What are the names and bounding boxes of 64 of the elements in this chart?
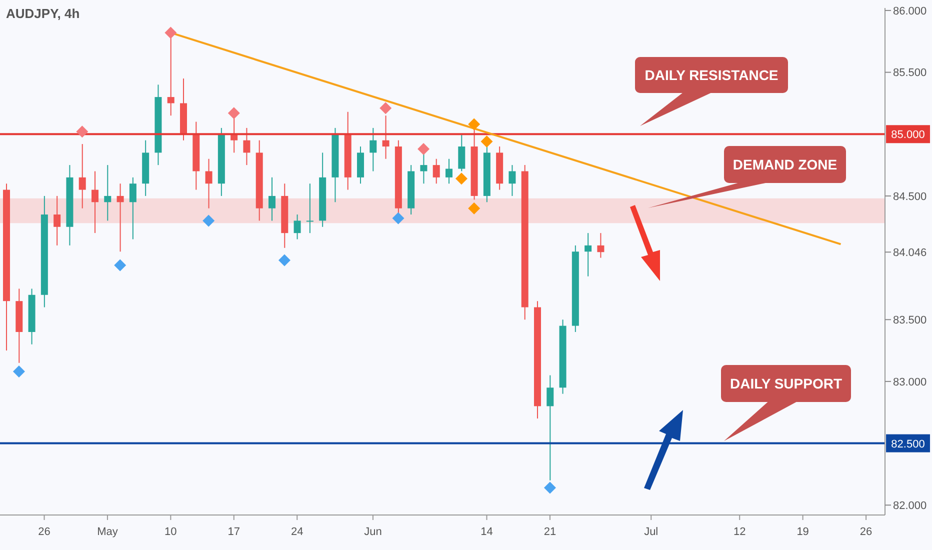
point bbox=[544, 482, 556, 494]
y-tick-label: 86.000 bbox=[893, 5, 927, 18]
point bbox=[202, 214, 215, 227]
candlestick bbox=[54, 195, 61, 246]
point bbox=[468, 202, 480, 214]
annotation: DAILY RESISTANCE bbox=[644, 67, 778, 83]
y-tick-label: 84.500 bbox=[893, 190, 927, 203]
candlestick bbox=[420, 152, 428, 184]
candlestick bbox=[205, 158, 212, 209]
x-tick-label: 24 bbox=[290, 526, 304, 538]
point bbox=[164, 26, 177, 39]
point bbox=[418, 142, 430, 155]
ref-line-label: 82.500 bbox=[891, 438, 925, 450]
point bbox=[392, 212, 404, 224]
annotation: DEMAND ZONE bbox=[732, 156, 838, 172]
x-tick-label: 26 bbox=[38, 526, 50, 538]
point bbox=[76, 126, 88, 138]
candlestick bbox=[546, 374, 554, 481]
x-tick-label: 12 bbox=[733, 526, 746, 538]
candlestick bbox=[508, 164, 516, 196]
candlestick bbox=[584, 232, 592, 277]
point bbox=[278, 254, 290, 266]
candlestick bbox=[370, 127, 377, 172]
candlestick bbox=[78, 144, 86, 209]
candlestick bbox=[129, 176, 136, 240]
annotation: DAILY SUPPORT bbox=[730, 376, 842, 392]
x-tick-label: 14 bbox=[480, 526, 493, 538]
chart-title: AUDJPY, 4h bbox=[6, 6, 80, 21]
point bbox=[114, 259, 126, 272]
x-tick-label: 21 bbox=[544, 526, 556, 538]
candlestick bbox=[243, 127, 250, 166]
ref-line-label: 85.000 bbox=[891, 129, 925, 142]
y-tick-label: 82.000 bbox=[893, 500, 927, 512]
point bbox=[380, 102, 392, 114]
x-tick-label: 17 bbox=[228, 526, 240, 538]
x-tick-label: 19 bbox=[796, 526, 809, 538]
candlestick bbox=[294, 214, 301, 240]
candlestick bbox=[306, 183, 314, 234]
candlestick bbox=[116, 183, 124, 252]
y-tick-label: 83.000 bbox=[893, 376, 927, 388]
point bbox=[228, 107, 240, 120]
callout-box: DEMAND ZONE bbox=[648, 146, 846, 208]
x-tick-label: Jul bbox=[644, 526, 658, 538]
point bbox=[468, 118, 480, 130]
candlestick bbox=[92, 170, 98, 234]
candlestick bbox=[382, 115, 390, 160]
candlestick bbox=[458, 134, 466, 172]
y-tick-label: 84.046 bbox=[893, 247, 927, 260]
candlestick bbox=[432, 158, 440, 184]
y-tick-label: 83.500 bbox=[893, 314, 927, 327]
y-tick-label: 85.500 bbox=[893, 67, 927, 80]
candlestick bbox=[167, 37, 174, 116]
candlestick bbox=[597, 232, 604, 258]
candlestick bbox=[268, 176, 276, 222]
x-tick-label: May bbox=[97, 526, 118, 538]
x-tick-label: Jun bbox=[364, 526, 382, 538]
x-tick-label: 26 bbox=[860, 526, 872, 538]
candlestick bbox=[104, 164, 112, 222]
x-tick-label: 10 bbox=[164, 526, 177, 538]
candlestick bbox=[446, 158, 452, 184]
point bbox=[455, 172, 468, 185]
point bbox=[12, 366, 25, 378]
callout-box: DAILY SUPPORT bbox=[721, 365, 851, 441]
point bbox=[480, 136, 493, 148]
